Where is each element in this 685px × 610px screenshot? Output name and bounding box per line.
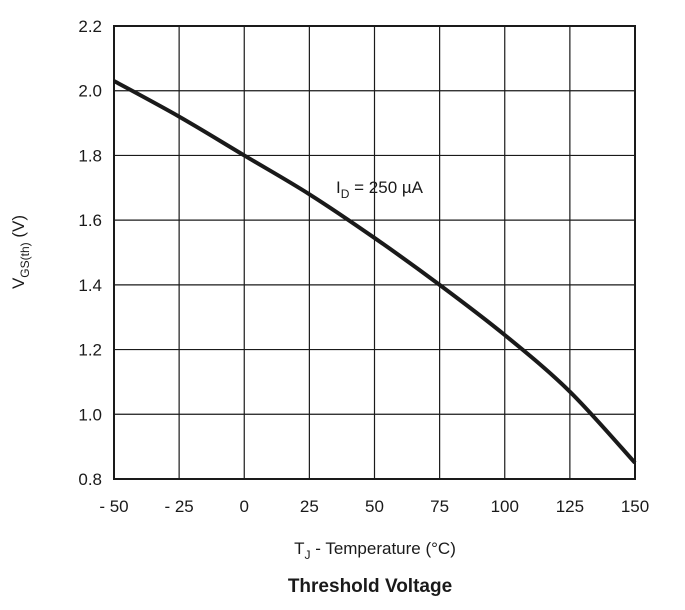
y-tick-label: 1.0 — [78, 405, 102, 424]
y-axis-label: VGS(th) (V) — [9, 215, 32, 289]
y-tick-label: 0.8 — [78, 470, 102, 489]
series-line-id-250ua — [113, 79, 637, 465]
x-tick-label: 125 — [556, 497, 584, 516]
curve-annotation: ID = 250 µA — [336, 178, 424, 201]
y-tick-label: 2.0 — [78, 82, 102, 101]
x-tick-label: 0 — [240, 497, 249, 516]
x-tick-label: - 50 — [99, 497, 128, 516]
x-tick-labels: - 50 - 25 0 25 50 75 100 125 150 — [99, 497, 649, 516]
x-tick-label: 25 — [300, 497, 319, 516]
chart-title: Threshold Voltage — [288, 576, 452, 597]
x-tick-label: 100 — [491, 497, 519, 516]
x-tick-label: - 25 — [164, 497, 193, 516]
y-tick-labels: 0.8 1.0 1.2 1.4 1.6 1.8 2.0 2.2 — [78, 17, 102, 489]
y-tick-label: 1.2 — [78, 341, 102, 360]
y-tick-label: 1.4 — [78, 276, 102, 295]
x-tick-label: 75 — [430, 497, 449, 516]
x-axis-label: TJ - Temperature (°C) — [294, 539, 456, 562]
y-tick-label: 1.6 — [78, 211, 102, 230]
x-tick-label: 50 — [365, 497, 384, 516]
y-tick-label: 1.8 — [78, 146, 102, 165]
x-tick-label: 150 — [621, 497, 649, 516]
y-tick-label: 2.2 — [78, 17, 102, 36]
plot-frame — [113, 25, 636, 480]
